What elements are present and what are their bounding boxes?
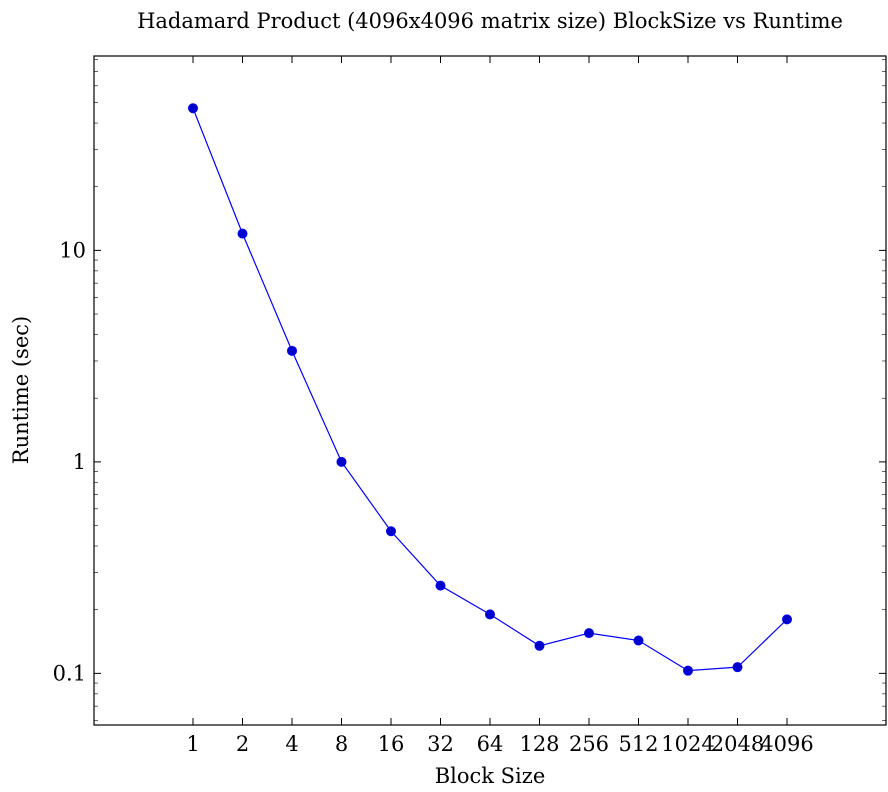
data-point: [385, 526, 396, 537]
y-minor-ticks: [94, 59, 886, 721]
series-line: [192, 108, 788, 672]
x-tick-label: 8: [335, 732, 348, 756]
data-point: [584, 628, 595, 639]
x-tick-label: 4: [285, 732, 298, 756]
y-axis: 0.1 1 10: [53, 238, 886, 685]
x-tick-label: 4096: [760, 732, 813, 756]
x-tick-label: 32: [427, 732, 454, 756]
x-tick-label: 512: [618, 732, 658, 756]
data-point: [782, 614, 793, 625]
data-point: [633, 635, 644, 646]
plot-frame: [93, 55, 887, 726]
x-axis-label: Block Size: [435, 764, 546, 788]
y-tick-label: 0.1: [53, 661, 86, 685]
x-tick-label: 1024: [661, 732, 714, 756]
data-series: [187, 103, 793, 676]
x-tick-label: 2048: [711, 732, 764, 756]
x-tick-label: 256: [569, 732, 609, 756]
data-point: [484, 609, 495, 620]
y-axis-label: Runtime (sec): [9, 316, 33, 464]
data-point: [187, 103, 198, 114]
x-tick-label: 64: [477, 732, 504, 756]
data-point: [732, 662, 743, 673]
chart-title: Hadamard Product (4096x4096 matrix size)…: [137, 9, 843, 33]
data-point: [683, 665, 694, 676]
x-tick-label: 16: [378, 732, 405, 756]
y-tick-label: 1: [73, 450, 86, 474]
x-tick-label: 128: [519, 732, 559, 756]
data-point: [237, 228, 248, 239]
y-tick-label: 10: [59, 238, 86, 262]
x-tick-label: 2: [236, 732, 249, 756]
data-point: [534, 640, 545, 651]
data-point: [286, 345, 297, 356]
data-point: [435, 580, 446, 591]
data-point: [336, 456, 347, 467]
x-tick-label: 1: [186, 732, 199, 756]
